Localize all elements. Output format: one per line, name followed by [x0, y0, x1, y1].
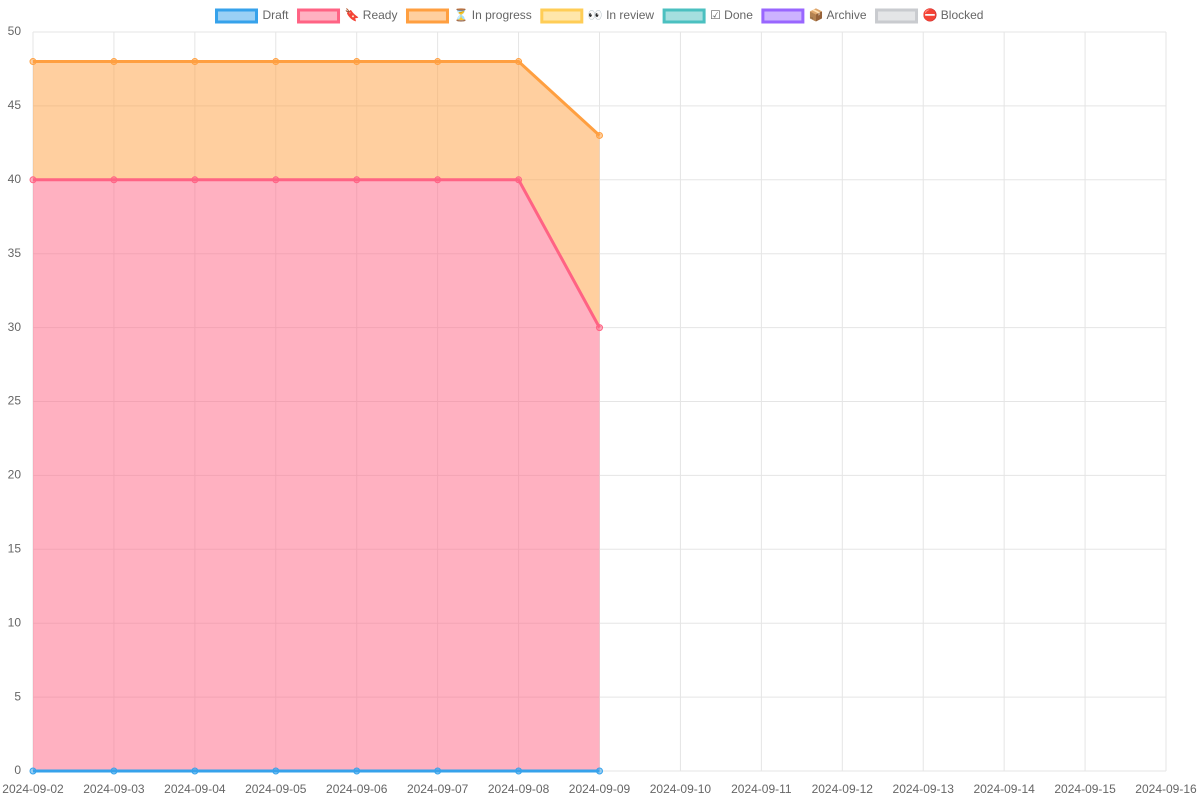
point — [191, 176, 199, 184]
point — [110, 767, 118, 775]
x-tick-label: 2024-09-05 — [245, 782, 307, 796]
legend-item: Draft — [215, 8, 290, 24]
x-tick-label: 2024-09-03 — [83, 782, 145, 796]
x-tick-label: 2024-09-04 — [164, 782, 226, 796]
x-tick-label: 2024-09-12 — [812, 782, 874, 796]
point — [434, 58, 442, 66]
x-tick-label: 2024-09-07 — [407, 782, 469, 796]
lines — [33, 60, 601, 773]
x-tick-label: 2024-09-06 — [326, 782, 388, 796]
point — [191, 767, 199, 775]
x-tick-label: 2024-09-11 — [731, 782, 792, 796]
point — [515, 58, 523, 66]
legend: Draft 🔖 Ready ⏳ In progress 👀 In review ☑ Do… — [215, 8, 984, 24]
point — [110, 58, 118, 66]
point — [29, 767, 37, 775]
x-tick-label: 2024-09-14 — [973, 782, 1035, 796]
point — [353, 58, 361, 66]
point — [434, 767, 442, 775]
legend-swatch — [875, 8, 919, 24]
x-tick-label: 2024-09-09 — [569, 782, 631, 796]
point — [353, 767, 361, 775]
point — [29, 176, 37, 184]
legend-label: ⏳ In progress — [453, 8, 531, 22]
y-tick-label: 40 — [8, 172, 22, 186]
x-tick-label: 2024-09-08 — [488, 782, 550, 796]
legend-label: 👀 In review — [588, 8, 655, 22]
y-tick-label: 25 — [8, 394, 22, 408]
series-line — [33, 60, 601, 137]
y-tick-label: 30 — [8, 320, 22, 334]
y-tick-label: 5 — [14, 689, 21, 703]
legend-item: ☑ Done — [662, 8, 753, 24]
series-line — [33, 178, 601, 329]
legend-label: ⛔ Blocked — [923, 8, 984, 22]
y-tick-label: 10 — [8, 615, 22, 629]
legend-item: 👀 In review — [540, 8, 655, 24]
legend-item: 📦 Archive — [761, 8, 867, 24]
y-tick-label: 20 — [8, 468, 22, 482]
point — [596, 767, 603, 775]
y-tick-label: 50 — [8, 24, 22, 38]
legend-label: ☑ Done — [710, 8, 753, 22]
point — [353, 176, 361, 184]
point — [596, 324, 603, 332]
x-tick-label: 2024-09-10 — [650, 782, 712, 796]
legend-item: ⛔ Blocked — [875, 8, 984, 24]
areas — [33, 61, 600, 772]
legend-item: ⏳ In progress — [405, 8, 532, 24]
x-tick-label: 2024-09-13 — [893, 782, 955, 796]
point — [272, 767, 280, 775]
legend-label: Draft — [263, 8, 290, 22]
legend-swatch — [662, 8, 706, 24]
legend-swatch — [215, 8, 259, 24]
legend-swatch — [405, 8, 449, 24]
legend-swatch — [540, 8, 584, 24]
point — [515, 767, 523, 775]
point — [110, 176, 118, 184]
legend-label: 🔖 Ready — [345, 8, 398, 22]
x-tick-label: 2024-09-16 — [1135, 782, 1197, 796]
y-tick-label: 0 — [14, 763, 21, 777]
area — [33, 61, 600, 328]
legend-item: 🔖 Ready — [297, 8, 398, 24]
point — [272, 176, 280, 184]
legend-swatch — [761, 8, 805, 24]
x-tick-label: 2024-09-02 — [2, 782, 64, 796]
y-tick-label: 15 — [8, 541, 22, 555]
point — [596, 131, 603, 139]
point — [191, 58, 199, 66]
x-tick-label: 2024-09-15 — [1054, 782, 1116, 796]
points — [29, 58, 603, 775]
point — [515, 176, 523, 184]
area — [33, 179, 600, 772]
point — [434, 176, 442, 184]
legend-swatch — [297, 8, 341, 24]
point — [272, 58, 280, 66]
legend-label: 📦 Archive — [809, 8, 867, 22]
y-tick-label: 35 — [8, 246, 22, 260]
point — [29, 58, 37, 66]
y-tick-label: 45 — [8, 98, 22, 112]
